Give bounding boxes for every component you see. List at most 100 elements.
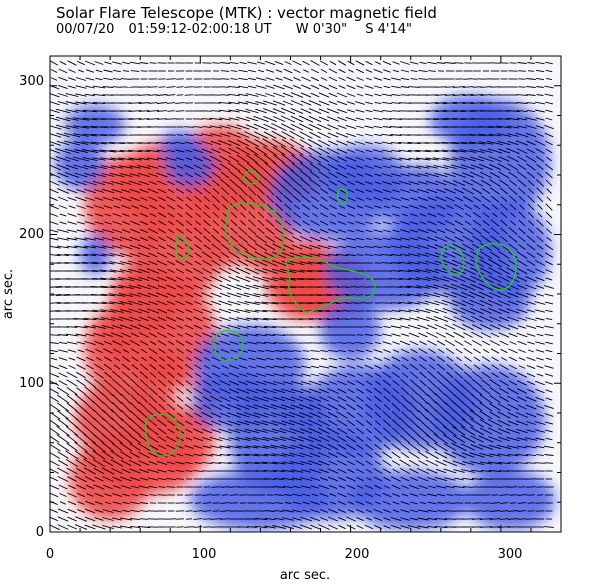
field-vector [356, 93, 364, 97]
field-vector [462, 410, 474, 420]
field-vector [526, 268, 536, 274]
field-vector [500, 348, 508, 354]
field-vector [544, 454, 554, 456]
field-vector [299, 139, 313, 147]
field-vector [299, 428, 313, 434]
field-vector [265, 219, 275, 227]
field-vector [535, 285, 545, 289]
field-vector [517, 125, 527, 129]
field-vector [85, 484, 95, 490]
field-vector [221, 372, 229, 378]
field-vector [507, 163, 519, 171]
field-vector [248, 211, 256, 219]
field-vector [130, 485, 140, 489]
field-vector [427, 196, 437, 202]
field-vector [398, 149, 412, 153]
field-vector [506, 308, 520, 314]
field-vector [184, 332, 194, 338]
field-vector [263, 380, 277, 386]
field-vector [335, 132, 349, 138]
field-vector [470, 156, 484, 162]
field-vector [400, 221, 410, 225]
field-vector [534, 420, 546, 426]
field-vector [148, 181, 158, 185]
field-vector [392, 509, 400, 513]
field-vector [58, 484, 68, 490]
field-vector [417, 173, 429, 177]
field-vector [479, 452, 493, 458]
field-vector [536, 172, 544, 178]
field-vector [65, 125, 79, 129]
field-vector [166, 395, 176, 403]
field-vector [185, 180, 193, 186]
field-vector [462, 401, 474, 413]
field-vector [434, 451, 448, 459]
field-vector [366, 477, 372, 481]
field-vector [57, 334, 69, 336]
field-vector [290, 92, 304, 98]
field-vector [122, 221, 130, 225]
field-vector [84, 378, 96, 388]
field-vector [481, 387, 491, 395]
field-vector [508, 171, 518, 179]
field-vector [265, 365, 275, 369]
field-vector [57, 196, 69, 202]
field-vector [516, 332, 528, 338]
field-vector [166, 142, 176, 144]
field-vector [245, 462, 259, 464]
field-vector [227, 324, 241, 330]
field-vector [129, 324, 141, 330]
field-vector [328, 460, 338, 466]
field-vector [293, 76, 301, 82]
field-vector [91, 164, 107, 170]
field-vector [426, 244, 438, 250]
field-vector [111, 434, 123, 444]
field-vector [236, 132, 250, 138]
field-vector [228, 109, 240, 113]
field-vector [184, 403, 194, 411]
field-vector [433, 142, 449, 144]
field-vector [130, 394, 140, 404]
field-vector [454, 378, 464, 388]
field-vector [284, 61, 292, 65]
field-vector [275, 211, 283, 219]
field-vector [319, 396, 329, 402]
field-vector [534, 309, 546, 313]
field-vector [290, 146, 304, 156]
field-vector [400, 378, 410, 388]
field-vector [94, 386, 104, 396]
field-vector [451, 451, 467, 459]
field-vector [75, 101, 87, 105]
field-vector [345, 116, 357, 122]
field-vector [192, 268, 204, 274]
field-vector [526, 243, 536, 251]
field-vector [272, 388, 286, 394]
field-vector [220, 243, 230, 251]
field-vector [400, 525, 410, 529]
field-vector [318, 365, 330, 369]
field-vector [460, 109, 476, 113]
field-vector [462, 460, 474, 466]
field-vector [246, 372, 258, 378]
field-vector [138, 401, 150, 413]
field-vector [400, 197, 410, 201]
field-vector [94, 476, 104, 482]
field-vector [211, 171, 221, 179]
field-vector [235, 108, 251, 114]
field-vector [346, 254, 356, 256]
field-vector [157, 444, 167, 450]
field-vector [337, 436, 347, 442]
field-vector [76, 379, 86, 387]
field-vector [227, 300, 241, 306]
field-vector [525, 276, 537, 282]
field-vector [130, 509, 140, 513]
field-vector [407, 525, 421, 529]
field-vector [157, 332, 167, 338]
field-vector [327, 124, 339, 130]
field-vector [57, 524, 69, 530]
field-vector [120, 309, 132, 313]
field-vector [481, 188, 491, 194]
field-vector [336, 140, 348, 146]
field-vector [110, 285, 124, 289]
field-vector [120, 181, 132, 185]
